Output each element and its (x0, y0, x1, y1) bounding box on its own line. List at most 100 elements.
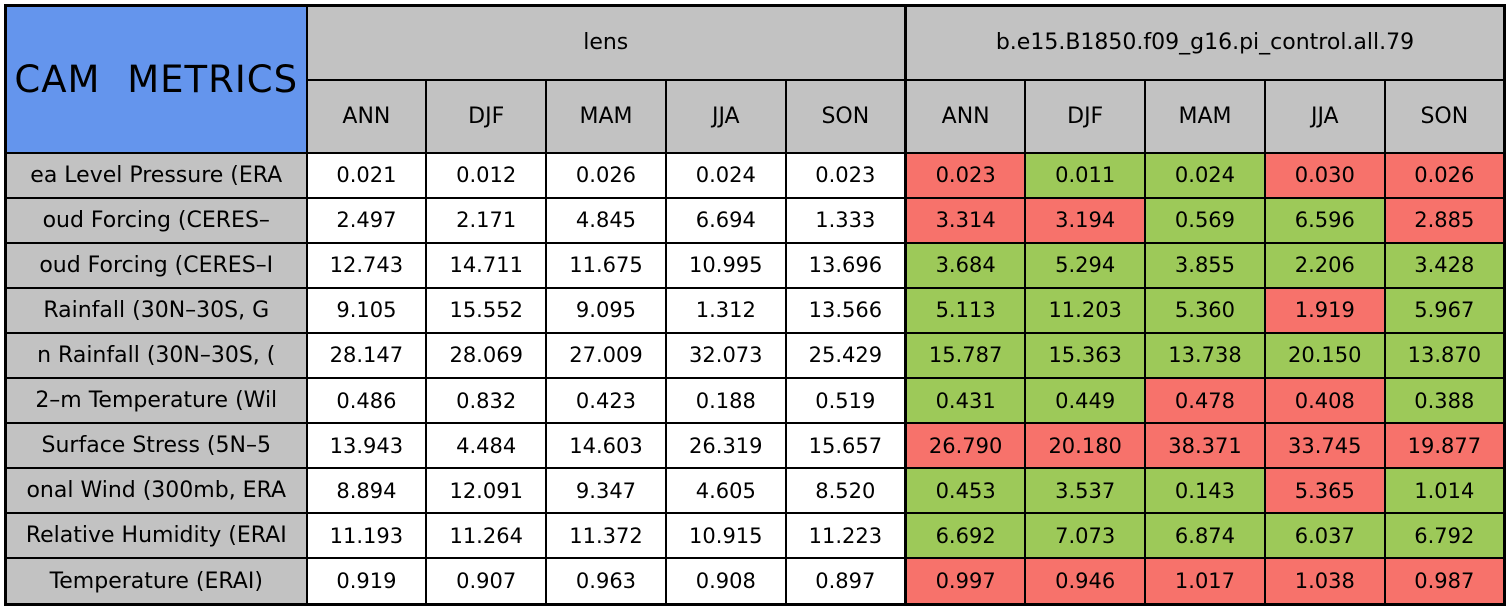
lens-value-cell: 12.091 (425, 467, 548, 515)
season-header-ann-group1: ANN (305, 78, 428, 154)
metric-row: Rainfall (30N–30S, G 9.105 15.552 9.095 1.31… (4, 286, 1506, 334)
lens-value-cell: 0.897 (784, 557, 907, 606)
control-value-cell-better: 5.294 (1024, 241, 1147, 289)
lens-value-cell: 11.675 (545, 241, 667, 289)
lens-value-cell: 0.907 (425, 557, 548, 606)
lens-value-cell: 27.009 (545, 331, 667, 380)
season-header-son-group2: SON (1383, 78, 1506, 154)
control-value-cell-worse: 26.790 (903, 422, 1027, 470)
lens-value-cell: 15.552 (425, 286, 548, 334)
lens-value-cell: 8.520 (784, 467, 907, 515)
lens-value-cell: 4.845 (545, 196, 667, 244)
metric-row: onal Wind (300mb, ERA 8.894 12.091 9.347 4.6… (4, 467, 1506, 515)
control-value-cell-better: 13.738 (1144, 331, 1266, 380)
control-value-cell-worse: 3.314 (903, 196, 1027, 244)
season-header-djf-group2: DJF (1024, 78, 1147, 154)
lens-value-cell: 25.429 (784, 331, 907, 380)
metric-row: Relative Humidity (ERAI 11.193 11.264 11.37… (4, 512, 1506, 560)
control-value-cell-better: 0.569 (1144, 196, 1266, 244)
control-value-cell-worse: 1.017 (1144, 557, 1266, 606)
control-value-cell-worse: 2.885 (1383, 196, 1506, 244)
control-value-cell-better: 13.870 (1383, 331, 1506, 380)
control-value-cell-worse: 20.180 (1024, 422, 1147, 470)
control-value-cell-better: 3.684 (903, 241, 1027, 289)
lens-value-cell: 11.193 (305, 512, 428, 560)
control-value-cell-worse: 38.371 (1144, 422, 1266, 470)
lens-value-cell: 1.333 (784, 196, 907, 244)
lens-value-cell: 0.832 (425, 377, 548, 425)
lens-value-cell: 9.105 (305, 286, 428, 334)
metric-row: oud Forcing (CERES–I 12.743 14.711 11.675 10… (4, 241, 1506, 289)
control-value-cell-better: 0.449 (1024, 377, 1147, 425)
control-value-cell-better: 20.150 (1263, 331, 1386, 380)
lens-value-cell: 32.073 (664, 331, 787, 380)
row-label: Temperature (ERAI) (4, 557, 308, 606)
lens-value-cell: 0.024 (664, 151, 787, 199)
lens-value-cell: 0.486 (305, 377, 428, 425)
control-value-cell-worse: 0.478 (1144, 377, 1266, 425)
control-value-cell-better: 0.431 (903, 377, 1027, 425)
lens-value-cell: 0.023 (784, 151, 907, 199)
row-label: Relative Humidity (ERAI (4, 512, 308, 560)
lens-value-cell: 15.657 (784, 422, 907, 470)
row-label: oud Forcing (CERES–I (4, 241, 308, 289)
metric-row: ea Level Pressure (ERA 0.021 0.012 0.026 0.0… (4, 151, 1506, 199)
lens-value-cell: 6.694 (664, 196, 787, 244)
control-value-cell-better: 6.792 (1383, 512, 1506, 560)
lens-value-cell: 1.312 (664, 286, 787, 334)
control-value-cell-worse: 0.023 (903, 151, 1027, 199)
control-value-cell-better: 1.014 (1383, 467, 1506, 515)
lens-value-cell: 4.484 (425, 422, 548, 470)
control-value-cell-better: 7.073 (1024, 512, 1147, 560)
lens-value-cell: 11.264 (425, 512, 548, 560)
control-value-cell-better: 0.388 (1383, 377, 1506, 425)
lens-value-cell: 0.519 (784, 377, 907, 425)
control-value-cell-worse: 0.030 (1263, 151, 1386, 199)
lens-value-cell: 0.188 (664, 377, 787, 425)
control-value-cell-better: 5.360 (1144, 286, 1266, 334)
control-value-cell-better: 0.453 (903, 467, 1027, 515)
season-header-djf-group1: DJF (425, 78, 548, 154)
lens-value-cell: 0.423 (545, 377, 667, 425)
lens-value-cell: 9.347 (545, 467, 667, 515)
control-value-cell-better: 3.428 (1383, 241, 1506, 289)
lens-value-cell: 8.894 (305, 467, 428, 515)
cam-metrics-table: CAM METRICS lens b.e15.B1850.f09_g16.pi_… (4, 4, 1506, 606)
control-value-cell-worse: 19.877 (1383, 422, 1506, 470)
metric-row: oud Forcing (CERES– 2.497 2.171 4.845 6.694 1… (4, 196, 1506, 244)
season-header-jja-group2: JJA (1263, 78, 1386, 154)
control-value-cell-better: 3.855 (1144, 241, 1266, 289)
control-value-cell-better: 0.024 (1144, 151, 1266, 199)
lens-value-cell: 10.915 (664, 512, 787, 560)
metric-row: n Rainfall (30N–30S, (28.147 28.069 27.009… (4, 331, 1506, 380)
lens-value-cell: 0.012 (425, 151, 548, 199)
lens-value-cell: 0.021 (305, 151, 428, 199)
lens-value-cell: 0.026 (545, 151, 667, 199)
control-value-cell-better: 3.537 (1024, 467, 1147, 515)
control-value-cell-better: 15.787 (903, 331, 1027, 380)
control-value-cell-worse: 0.408 (1263, 377, 1386, 425)
season-header-mam-group1: MAM (545, 78, 667, 154)
lens-value-cell: 28.069 (425, 331, 548, 380)
lens-value-cell: 11.223 (784, 512, 907, 560)
row-label: Surface Stress (5N–5 (4, 422, 308, 470)
metric-row: Temperature (ERAI) 0.919 0.907 0.963 0.908 0.… (4, 557, 1506, 606)
row-label: ea Level Pressure (ERA (4, 151, 308, 199)
control-value-cell-better: 6.874 (1144, 512, 1266, 560)
season-header-ann-group2: ANN (903, 78, 1027, 154)
lens-value-cell: 14.711 (425, 241, 548, 289)
lens-value-cell: 28.147 (305, 331, 428, 380)
column-group-control: b.e15.B1850.f09_g16.pi_control.all.79 (903, 4, 1506, 81)
control-value-cell-better: 0.143 (1144, 467, 1266, 515)
control-value-cell-worse: 1.038 (1263, 557, 1386, 606)
lens-value-cell: 13.696 (784, 241, 907, 289)
season-header-jja-group1: JJA (664, 78, 787, 154)
lens-value-cell: 2.171 (425, 196, 548, 244)
lens-value-cell: 26.319 (664, 422, 787, 470)
lens-value-cell: 12.743 (305, 241, 428, 289)
row-label: 2–m Temperature (Wil (4, 377, 308, 425)
lens-value-cell: 14.603 (545, 422, 667, 470)
row-label: n Rainfall (30N–30S, ( (4, 331, 308, 380)
control-value-cell-better: 5.967 (1383, 286, 1506, 334)
season-header-row: ANN DJF MAM JJA SON ANN DJF MAM JJA SON (6, 78, 1506, 154)
